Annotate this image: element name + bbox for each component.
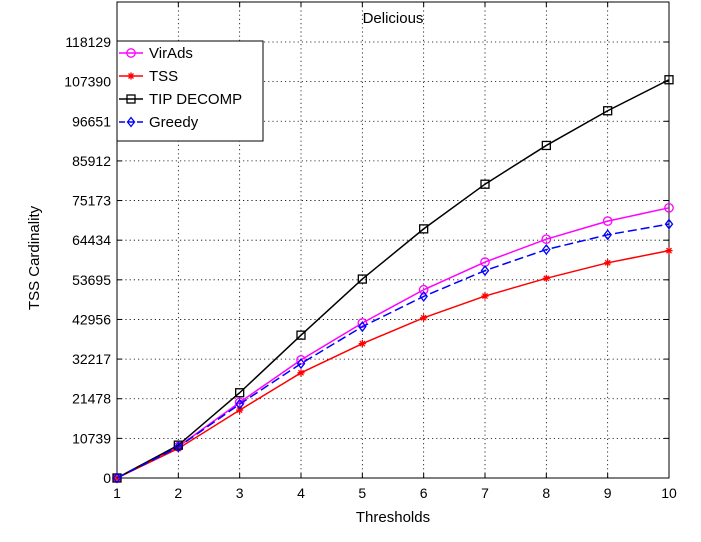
y-tick-label: 53695 <box>72 272 111 288</box>
y-tick-label: 107390 <box>64 74 111 90</box>
y-tick-label: 32217 <box>72 351 111 367</box>
data-point <box>542 274 550 282</box>
data-point <box>127 72 135 80</box>
data-point <box>603 229 612 241</box>
legend: VirAds TSS TIP DECOMP Greedy <box>116 40 264 142</box>
y-tick-label: 21478 <box>72 391 111 407</box>
data-point <box>235 388 245 398</box>
data-point <box>481 292 489 300</box>
data-point <box>664 218 674 230</box>
x-tick-label: 1 <box>113 485 121 501</box>
y-tick-label: 10739 <box>72 430 111 446</box>
data-point <box>126 94 136 104</box>
data-point <box>419 224 429 234</box>
legend-label: Greedy <box>149 114 199 131</box>
series-tss <box>113 247 673 482</box>
y-tick-label: 0 <box>103 470 111 486</box>
legend-box <box>116 40 264 142</box>
y-tick-label: 118129 <box>65 34 111 50</box>
x-tick-label: 9 <box>604 485 612 501</box>
data-point <box>419 290 428 302</box>
data-point <box>235 398 244 410</box>
data-point <box>297 369 305 377</box>
legend-label: TSS <box>149 68 178 85</box>
data-point <box>174 441 183 453</box>
series-greedy <box>112 218 674 484</box>
data-point <box>296 330 306 340</box>
series-line <box>116 79 670 479</box>
data-point <box>126 48 136 58</box>
data-point <box>358 340 366 348</box>
legend-entry: Greedy <box>119 114 199 131</box>
series-line <box>116 223 670 479</box>
data-point <box>664 75 674 85</box>
data-point <box>542 243 551 256</box>
series-line <box>116 207 670 479</box>
data-point <box>126 116 136 128</box>
x-tick-label: 3 <box>236 485 244 501</box>
y-axis-title: TSS Cardinality <box>26 205 43 310</box>
data-point <box>418 284 429 295</box>
data-point <box>236 406 244 414</box>
data-point <box>602 216 613 226</box>
data-point <box>480 179 490 189</box>
x-tick-label: 2 <box>174 485 182 501</box>
series-line <box>116 249 670 479</box>
series-layer <box>112 75 674 484</box>
data-point <box>174 444 182 453</box>
chart-title: Delicious <box>363 10 424 27</box>
legend-entry: VirAds <box>119 45 193 62</box>
legend-entry: TSS <box>119 68 178 85</box>
legend-label: TIP DECOMP <box>149 91 242 108</box>
x-tick-label: 4 <box>297 485 305 501</box>
y-tick-label: 85912 <box>72 153 111 169</box>
data-point <box>296 358 306 370</box>
x-tick-label: 5 <box>358 485 366 501</box>
y-tick-label: 64434 <box>72 232 111 248</box>
data-point <box>420 314 428 322</box>
data-point <box>541 140 551 151</box>
data-point <box>604 259 612 267</box>
legend-entry: TIP DECOMP <box>119 91 242 108</box>
y-tick-label: 75173 <box>72 193 111 209</box>
y-tick-label: 96651 <box>72 113 111 129</box>
data-point <box>603 106 613 116</box>
x-tick-label: 10 <box>661 485 677 501</box>
data-point <box>541 234 552 245</box>
data-point <box>480 265 490 277</box>
data-point <box>357 274 367 284</box>
x-axis-title: Thresholds <box>356 509 430 526</box>
axes-box <box>116 1 670 479</box>
data-point <box>358 321 367 333</box>
axes: 1 2 3 4 5 6 7 8 9 10 0 10739 21478 32217 42956 53695 644… <box>64 1 677 501</box>
data-point <box>664 202 674 213</box>
data-point <box>112 472 122 484</box>
legend-label: VirAds <box>149 45 193 62</box>
data-point <box>173 440 183 450</box>
data-point <box>665 247 673 255</box>
x-tick-label: 8 <box>542 485 550 501</box>
x-tick-label: 6 <box>420 485 428 501</box>
y-tick-label: 42956 <box>72 311 111 327</box>
x-tick-label: 7 <box>481 485 489 501</box>
